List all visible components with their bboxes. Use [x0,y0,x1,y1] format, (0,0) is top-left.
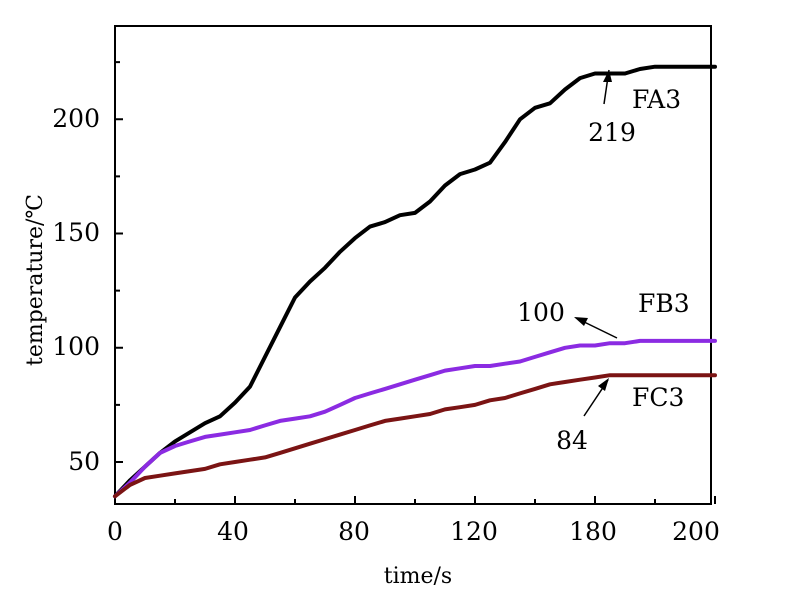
y-tick-label: 150 [52,218,100,247]
series-line-fa3 [113,64,717,499]
annotation-label-fa3: 219 [588,118,636,147]
y-tick-labels: 50 100 150 200 [52,104,100,476]
plot-frame [114,25,712,505]
series-label-fc3: FC3 [632,383,684,412]
series-line-fb3 [113,338,717,499]
annotation-arrowhead-fb3 [574,317,588,326]
x-tick-label: 0 [107,517,123,546]
annotation-arrowhead-fa3 [603,70,612,82]
x-tick-label: 40 [217,517,249,546]
tick-marks [114,61,716,504]
y-tick-label: 100 [52,332,100,361]
x-tick-label: 200 [672,517,720,546]
x-tick-label: 120 [450,517,498,546]
y-tick-label: 50 [68,447,100,476]
series-label-fa3: FA3 [632,85,681,114]
series-line-fc3 [113,373,717,499]
series-end-labels: FA3 FB3 FC3 [632,85,690,412]
x-axis-title: time/s [384,564,452,589]
x-tick-labels: 0 40 80 120 180 200 [107,517,720,546]
x-tick-label: 80 [338,517,370,546]
annotation-label-fb3: 100 [517,298,565,327]
annotations: 219 100 84 [517,69,636,455]
series-label-fb3: FB3 [638,289,690,318]
y-tick-label: 200 [52,104,100,133]
annotation-label-fc3: 84 [556,426,588,455]
annotation-arrowhead-fc3 [598,378,609,391]
series-lines [113,64,717,499]
y-axis-title: temperature/℃ [23,194,48,366]
x-tick-label: 180 [569,517,617,546]
